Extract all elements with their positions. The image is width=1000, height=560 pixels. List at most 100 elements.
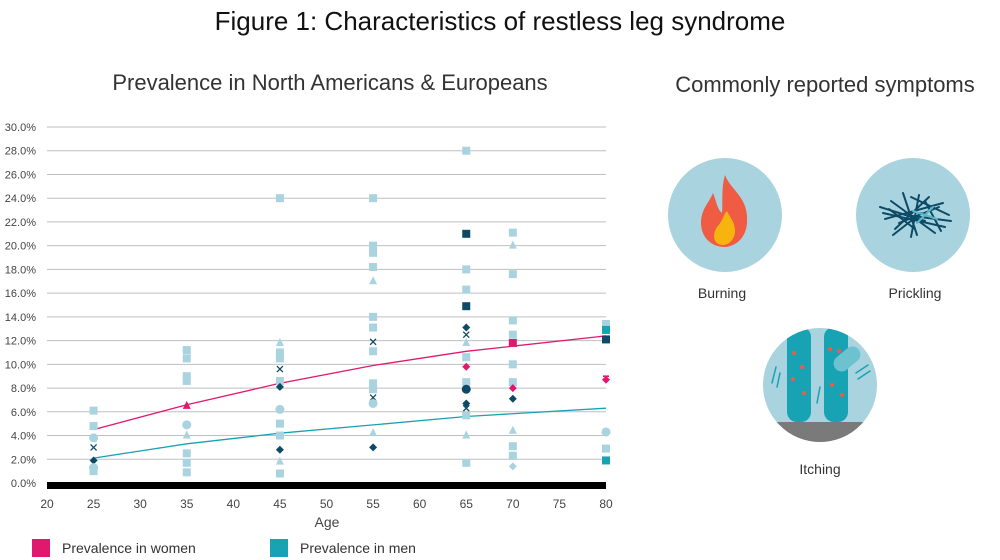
data-point-square bbox=[462, 285, 471, 294]
data-point-circle bbox=[368, 398, 378, 408]
data-point-triangle bbox=[182, 400, 191, 409]
data-point-square bbox=[602, 325, 610, 334]
data-point-triangle bbox=[508, 240, 517, 249]
data-point-triangle bbox=[275, 337, 284, 346]
y-tick-label: 14.0% bbox=[5, 312, 36, 324]
data-point-square bbox=[275, 431, 284, 440]
data-point-square bbox=[462, 378, 471, 387]
figure-title: Figure 1: Characteristics of restless le… bbox=[214, 6, 786, 36]
data-point-circle bbox=[461, 384, 471, 394]
data-point-diamond bbox=[602, 375, 610, 384]
legend-swatch-men bbox=[270, 539, 288, 557]
needles-icon bbox=[856, 158, 970, 272]
data-point-square bbox=[275, 348, 284, 357]
symptoms-title: Commonly reported symptoms bbox=[675, 72, 975, 97]
y-tick-label: 26.0% bbox=[5, 169, 36, 181]
y-tick-label: 18.0% bbox=[5, 264, 36, 276]
data-point-square bbox=[89, 406, 98, 415]
data-point-diamond bbox=[462, 362, 471, 371]
data-point-diamond bbox=[89, 456, 98, 465]
data-point-square bbox=[369, 194, 378, 203]
data-point-square bbox=[602, 335, 610, 344]
data-point-square bbox=[275, 376, 284, 385]
x-tick-label: 45 bbox=[273, 497, 287, 511]
x-tick-label: 65 bbox=[460, 497, 474, 511]
legend-label-women: Prevalence in women bbox=[62, 540, 196, 556]
data-point-x bbox=[369, 338, 377, 346]
y-tick-label: 20.0% bbox=[5, 241, 36, 253]
legend-men: Prevalence in men bbox=[270, 539, 416, 557]
chart-title: Prevalence in North Americans & European… bbox=[112, 70, 548, 95]
data-point-square bbox=[508, 360, 517, 369]
x-tick-label: 50 bbox=[320, 497, 334, 511]
flame-icon bbox=[668, 158, 782, 272]
y-tick-label: 4.0% bbox=[11, 431, 36, 443]
data-point-square bbox=[369, 385, 378, 394]
data-point-square bbox=[462, 458, 471, 467]
x-tick-label: 75 bbox=[553, 497, 567, 511]
trendline-women bbox=[93, 335, 607, 431]
data-point-square bbox=[89, 467, 98, 476]
scatter-chart: 0.0% 2.0% 4.0% 6.0% 8.0% 10.0% 12.0% 14.0% 16.0%… bbox=[5, 122, 613, 530]
data-point-square bbox=[462, 229, 471, 238]
data-point-square bbox=[182, 346, 191, 355]
y-tick-label: 28.0% bbox=[5, 146, 36, 158]
y-tick-label: 2.0% bbox=[11, 454, 36, 466]
data-point-square bbox=[275, 419, 284, 428]
data-point-square bbox=[508, 270, 517, 279]
prickling-symptom bbox=[855, 157, 971, 273]
data-point-square bbox=[508, 228, 517, 237]
data-point-diamond bbox=[275, 445, 284, 454]
data-point-triangle bbox=[369, 276, 378, 285]
data-point-square bbox=[275, 354, 284, 363]
data-point-square bbox=[275, 469, 284, 478]
data-point-square bbox=[462, 353, 471, 362]
data-point-dash bbox=[603, 375, 609, 377]
data-point-square bbox=[89, 422, 98, 431]
data-point-triangle bbox=[182, 430, 191, 439]
data-point-square bbox=[369, 263, 378, 272]
data-point-square bbox=[602, 319, 610, 328]
y-tick-label: 30.0% bbox=[5, 122, 36, 134]
data-point-square bbox=[602, 444, 610, 453]
data-point-square bbox=[369, 312, 378, 321]
itching-symptom bbox=[762, 327, 878, 443]
data-point-diamond bbox=[369, 443, 378, 452]
legend-women: Prevalence in women bbox=[32, 539, 196, 557]
data-point-square bbox=[182, 354, 191, 363]
data-point-square bbox=[182, 372, 191, 381]
symptom-label-burning: Burning bbox=[697, 285, 747, 301]
data-point-triangle bbox=[462, 337, 471, 346]
data-point-circle bbox=[89, 433, 99, 443]
data-point-square bbox=[369, 323, 378, 332]
x-tick-label: 55 bbox=[366, 497, 380, 511]
burning-symptom bbox=[667, 157, 783, 273]
x-tick-label: 25 bbox=[87, 497, 101, 511]
data-point-diamond bbox=[508, 462, 517, 471]
x-tick-label: 80 bbox=[599, 497, 613, 511]
data-point-circle bbox=[275, 404, 285, 414]
x-axis-label: Age bbox=[315, 514, 340, 530]
x-tick-label: 40 bbox=[227, 497, 241, 511]
trendlines bbox=[93, 335, 607, 459]
data-point-x bbox=[276, 365, 284, 373]
data-point-square bbox=[369, 248, 378, 257]
data-point-square bbox=[182, 458, 191, 467]
data-point-circle bbox=[601, 427, 611, 437]
symptom-label-prickling: Prickling bbox=[888, 285, 942, 301]
y-tick-label: 10.0% bbox=[5, 359, 36, 371]
x-tick-label: 20 bbox=[40, 497, 54, 511]
gridlines bbox=[47, 126, 606, 460]
y-tick-label: 0.0% bbox=[11, 478, 36, 490]
x-axis-line bbox=[47, 482, 606, 489]
data-point-diamond bbox=[275, 382, 284, 391]
y-tick-label: 8.0% bbox=[11, 383, 36, 395]
symptom-label-itching: Itching bbox=[799, 461, 841, 477]
x-tick-label: 60 bbox=[413, 497, 427, 511]
y-tick-label: 22.0% bbox=[5, 217, 36, 229]
data-point-square bbox=[602, 456, 610, 465]
data-point-square bbox=[462, 265, 471, 274]
data-point-x bbox=[462, 404, 470, 412]
data-point-square bbox=[508, 316, 517, 325]
data-point-square bbox=[508, 451, 517, 460]
